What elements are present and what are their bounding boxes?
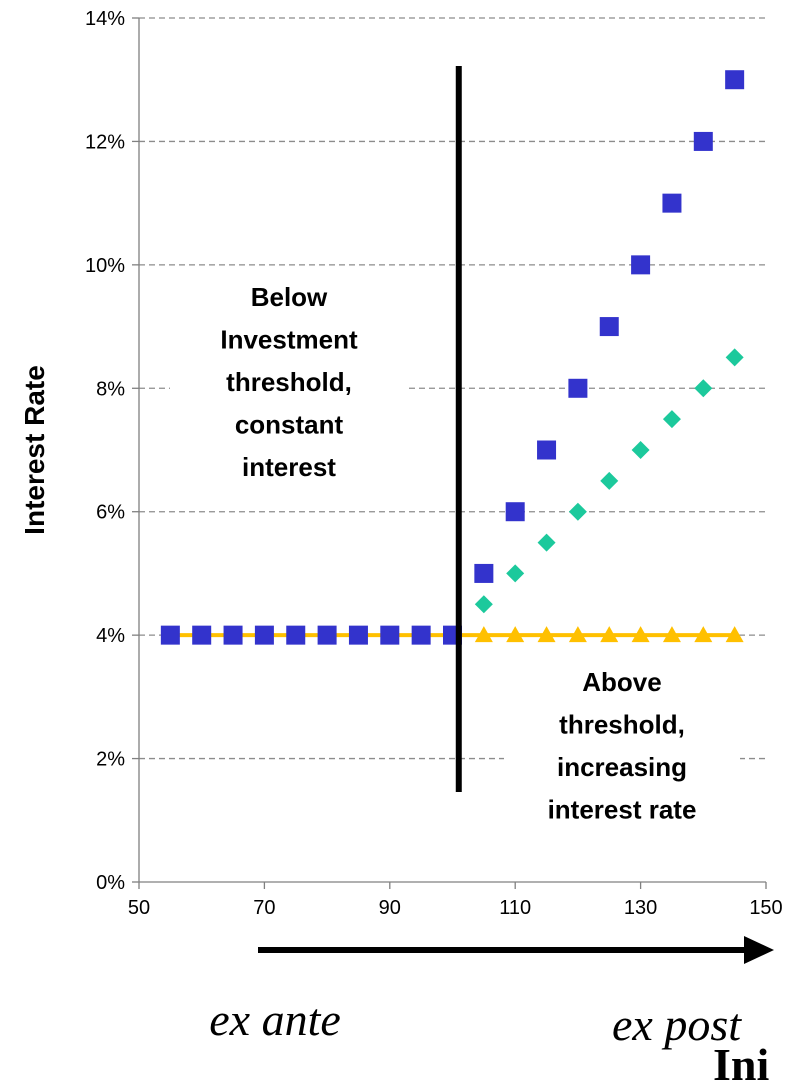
square-marker: [599, 317, 619, 337]
diamond-marker: [694, 379, 713, 398]
y-tick-label: 14%: [85, 8, 125, 30]
diamond-marker: [600, 471, 619, 490]
ex-ante-label: ex ante: [209, 994, 341, 1045]
x-tick-label: 130: [624, 897, 657, 919]
y-tick-labels: 0% 2% 4% 6% 8% 10% 12% 14%: [85, 8, 139, 894]
square-marker: [474, 563, 494, 583]
x-tick-label: 90: [379, 897, 401, 919]
above-annotation-bg: [504, 658, 740, 830]
y-axis-title: Interest Rate: [19, 365, 50, 535]
y-tick-label: 10%: [85, 255, 125, 277]
x-tick-label: 110: [499, 897, 531, 919]
diamond-marker: [474, 595, 493, 614]
triangle-marker: [568, 626, 587, 643]
below-threshold-annotation-line: constant: [235, 410, 344, 440]
diamond-marker: [537, 533, 556, 552]
triangle-marker: [474, 626, 493, 643]
square-marker: [505, 502, 525, 522]
diamond-marker: [662, 410, 681, 429]
square-marker: [380, 625, 400, 645]
y-tick-label: 0%: [96, 872, 125, 894]
below-threshold-annotation-line: interest: [242, 452, 336, 482]
above-threshold-annotation-line: Above: [582, 667, 661, 697]
y-tick-label: 2%: [96, 749, 125, 771]
square-marker: [537, 440, 557, 460]
annotations: Below Investment threshold, constant interes…: [170, 272, 740, 830]
y-tick-label: 4%: [96, 625, 125, 647]
below-threshold-annotation-line: threshold,: [226, 367, 352, 397]
time-arrow-head: [744, 936, 774, 964]
diamond-marker: [725, 348, 744, 367]
triangle-marker: [694, 626, 713, 643]
square-marker: [411, 625, 431, 645]
square-marker: [631, 255, 651, 275]
above-threshold-annotation-line: threshold,: [559, 710, 685, 740]
x-tick-labels: 50 70 90 110 130 150: [128, 882, 783, 919]
below-annotation-bg: [170, 272, 408, 497]
triangle-marker: [506, 626, 525, 643]
above-threshold-annotation-line: increasing: [557, 752, 687, 782]
y-tick-label: 6%: [96, 502, 125, 524]
square-marker: [693, 131, 713, 151]
square-marker: [348, 625, 368, 645]
square-marker: [286, 625, 306, 645]
square-marker: [568, 378, 588, 398]
triangle-marker: [600, 626, 619, 643]
triangle-marker: [725, 626, 744, 643]
axes: [138, 18, 766, 883]
square-marker: [160, 625, 180, 645]
series-square: [160, 70, 745, 645]
triangle-marker: [631, 626, 650, 643]
below-threshold-annotation-line: Below: [251, 282, 328, 312]
x-tick-label: 70: [253, 897, 275, 919]
square-marker: [254, 625, 274, 645]
data-series: [160, 70, 745, 645]
triangle-marker: [662, 626, 681, 643]
square-marker: [317, 625, 337, 645]
square-marker: [192, 625, 212, 645]
time-arrow: [258, 936, 774, 964]
ex-post-label: ex post: [612, 999, 742, 1050]
y-tick-label: 8%: [96, 378, 125, 400]
triangle-marker: [537, 626, 556, 643]
above-threshold-annotation-line: interest rate: [548, 795, 697, 825]
clipped-title-text: Ini: [713, 1039, 769, 1084]
diamond-marker: [568, 502, 587, 521]
x-tick-label: 50: [128, 897, 150, 919]
x-tick-label: 150: [749, 897, 782, 919]
square-marker: [662, 193, 682, 213]
square-marker: [223, 625, 243, 645]
y-tick-label: 12%: [85, 131, 125, 153]
diamond-marker: [506, 564, 525, 583]
diamond-marker: [631, 441, 650, 459]
below-threshold-annotation-line: Investment: [220, 325, 358, 355]
square-marker: [725, 70, 745, 90]
